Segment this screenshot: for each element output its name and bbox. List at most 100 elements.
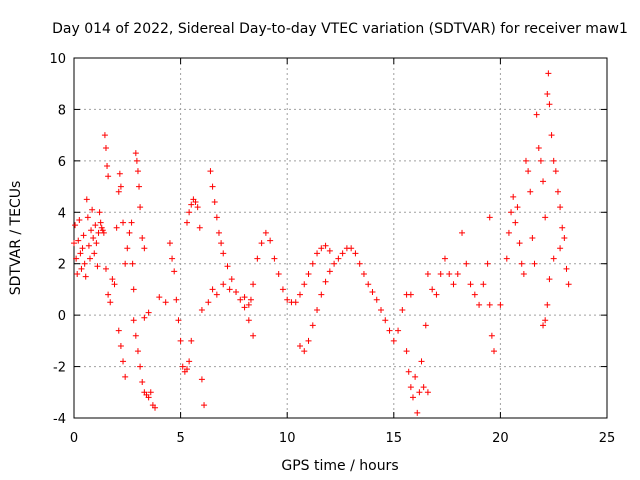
data-point: [522, 157, 529, 164]
data-point: [86, 255, 93, 262]
data-point: [198, 307, 205, 313]
data-point: [129, 260, 136, 267]
data-point: [491, 348, 498, 355]
data-point: [292, 299, 299, 306]
data-point: [262, 229, 269, 236]
data-point: [137, 204, 144, 211]
data-point: [139, 379, 146, 385]
data-point: [510, 193, 517, 200]
x-tick-label: 5: [176, 431, 184, 446]
data-point: [128, 219, 135, 226]
data-point: [111, 281, 118, 288]
data-point: [100, 229, 107, 236]
data-point: [126, 229, 133, 236]
data-point: [518, 260, 525, 267]
data-point: [356, 260, 363, 267]
data-point: [75, 237, 82, 244]
data-point: [120, 219, 127, 226]
data-point: [83, 196, 90, 203]
data-point: [85, 242, 92, 249]
data-point: [220, 250, 227, 257]
data-point: [296, 343, 303, 349]
data-point: [424, 271, 431, 277]
data-point: [107, 299, 114, 306]
data-point: [98, 224, 105, 231]
data-point: [250, 332, 257, 339]
data-point: [484, 260, 491, 267]
data-point: [525, 168, 532, 175]
data-point: [516, 240, 523, 247]
data-point: [301, 281, 308, 288]
data-point: [279, 286, 286, 293]
data-point: [386, 327, 393, 334]
data-point: [156, 294, 163, 301]
data-point: [192, 199, 199, 205]
data-point: [416, 389, 423, 396]
data-point: [130, 317, 137, 324]
data-point: [245, 317, 252, 324]
data-point: [382, 317, 389, 324]
y-tick-label: 2: [58, 258, 66, 273]
data-point: [412, 373, 419, 380]
x-tick-label: 25: [599, 431, 616, 446]
data-point: [403, 348, 410, 355]
data-point: [220, 281, 227, 288]
data-point: [94, 263, 101, 270]
data-point: [322, 278, 329, 285]
data-point: [130, 286, 137, 293]
data-point: [226, 286, 233, 293]
data-point: [116, 170, 123, 177]
data-point: [552, 168, 559, 175]
data-point: [72, 222, 79, 229]
data-point: [414, 409, 421, 416]
data-point: [91, 250, 98, 257]
data-point: [88, 227, 95, 234]
data-point: [120, 358, 127, 365]
data-point: [74, 271, 81, 277]
data-point: [93, 240, 100, 247]
data-point: [233, 289, 240, 295]
data-point: [420, 384, 427, 391]
data-point: [326, 247, 333, 254]
data-point: [542, 214, 549, 221]
data-point: [550, 157, 557, 164]
data-point: [201, 402, 208, 409]
data-point: [407, 384, 414, 391]
data-point: [205, 299, 212, 306]
x-axis-label: GPS time / hours: [281, 458, 398, 474]
data-point: [424, 389, 431, 396]
data-point: [73, 255, 80, 262]
data-point: [520, 271, 527, 277]
data-point: [228, 276, 235, 283]
data-point: [508, 209, 515, 216]
data-point: [545, 70, 552, 77]
data-point: [117, 343, 124, 349]
data-point: [132, 332, 139, 339]
y-tick-label: 8: [58, 103, 66, 118]
x-tick-label: 0: [70, 431, 78, 446]
data-point: [407, 291, 414, 298]
data-point: [305, 271, 312, 277]
data-point: [486, 301, 493, 308]
data-point: [92, 222, 99, 229]
data-point: [258, 240, 265, 247]
data-point: [104, 163, 111, 169]
data-point: [529, 235, 536, 241]
data-point: [390, 337, 397, 344]
data-point: [171, 268, 178, 275]
data-point: [322, 242, 329, 249]
data-point: [213, 291, 220, 298]
data-point: [305, 337, 312, 344]
data-point: [101, 132, 108, 139]
data-point: [79, 245, 86, 252]
data-point: [115, 188, 122, 195]
data-point: [503, 255, 510, 262]
data-point: [80, 232, 87, 239]
data-point: [497, 301, 504, 308]
data-point: [141, 245, 148, 252]
data-point: [459, 229, 466, 236]
data-point: [309, 322, 316, 329]
data-point: [409, 394, 416, 401]
data-point: [429, 286, 436, 293]
